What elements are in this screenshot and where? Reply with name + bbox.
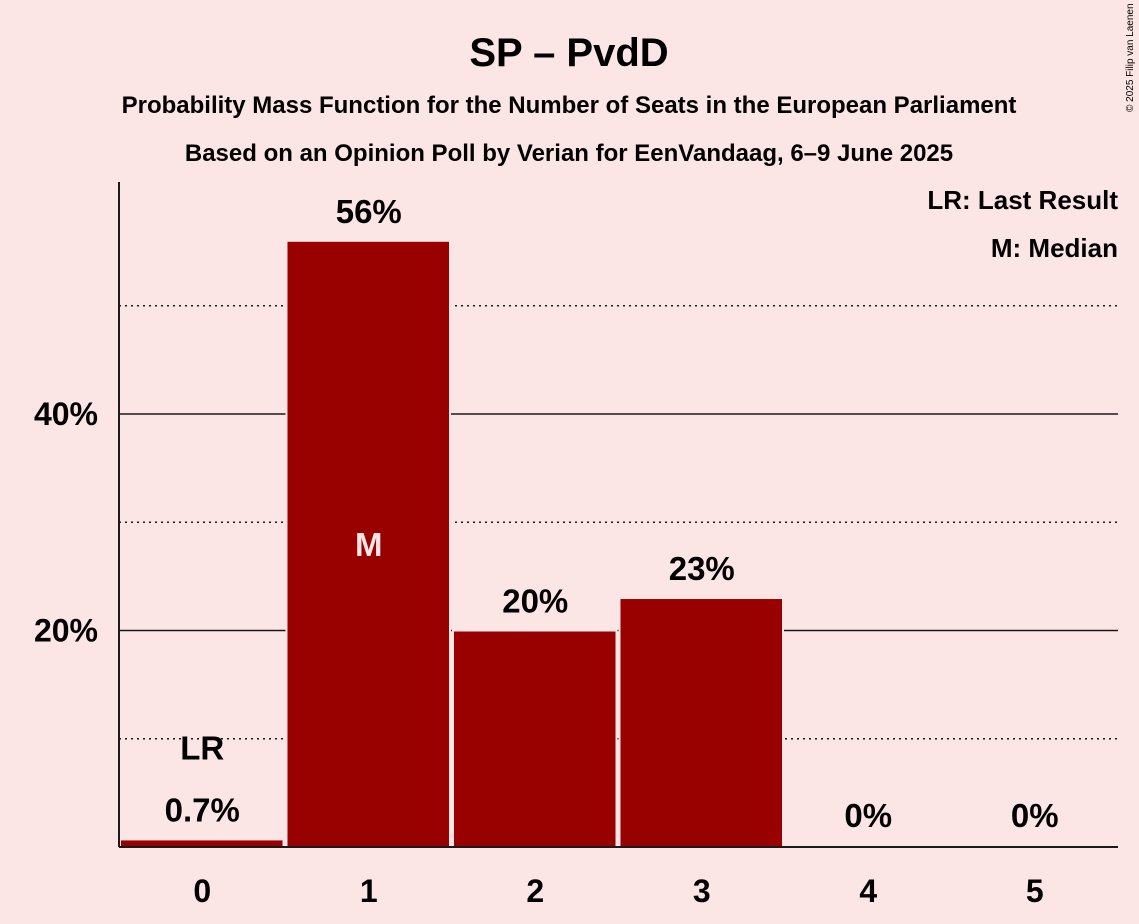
data-labels-group: 0.7% LR 0 56% M 1 20% 2 23% 3 0% 4 0% 5: [165, 193, 1059, 909]
axes-group: [118, 182, 1118, 848]
data-label: 0.7%: [165, 791, 240, 828]
y-tick-label: 40%: [34, 396, 98, 432]
chart-title: SP – PvdD: [469, 31, 668, 75]
x-tick-label: 2: [526, 873, 544, 909]
x-tick-label: 0: [193, 873, 211, 909]
legend-last-result: LR: Last Result: [927, 185, 1118, 215]
x-tick-label: 5: [1026, 873, 1044, 909]
last-result-marker: LR: [180, 729, 224, 766]
data-label: 20%: [502, 583, 568, 620]
bar-seat-1: [285, 239, 451, 849]
data-label: 56%: [336, 193, 402, 230]
y-tick-label: 20%: [34, 613, 98, 649]
bar-seat-0: [119, 838, 285, 848]
chart-subtitle-line-2: Based on an Opinion Poll by Verian for E…: [185, 140, 953, 167]
x-tick-label: 1: [360, 873, 378, 909]
bars-group: [119, 239, 784, 849]
median-marker: M: [355, 526, 383, 563]
data-label: 0%: [844, 797, 892, 834]
x-tick-label: 4: [859, 873, 877, 909]
chart-subtitle-line-1: Probability Mass Function for the Number…: [122, 92, 1017, 119]
bar-seat-2: [452, 629, 618, 848]
copyright-text: © 2025 Filip van Laenen: [1125, 3, 1136, 112]
bar-seat-3: [618, 597, 784, 849]
data-label: 23%: [669, 550, 735, 587]
x-tick-label: 3: [693, 873, 711, 909]
data-label: 0%: [1011, 797, 1059, 834]
legend-median: M: Median: [991, 233, 1118, 263]
